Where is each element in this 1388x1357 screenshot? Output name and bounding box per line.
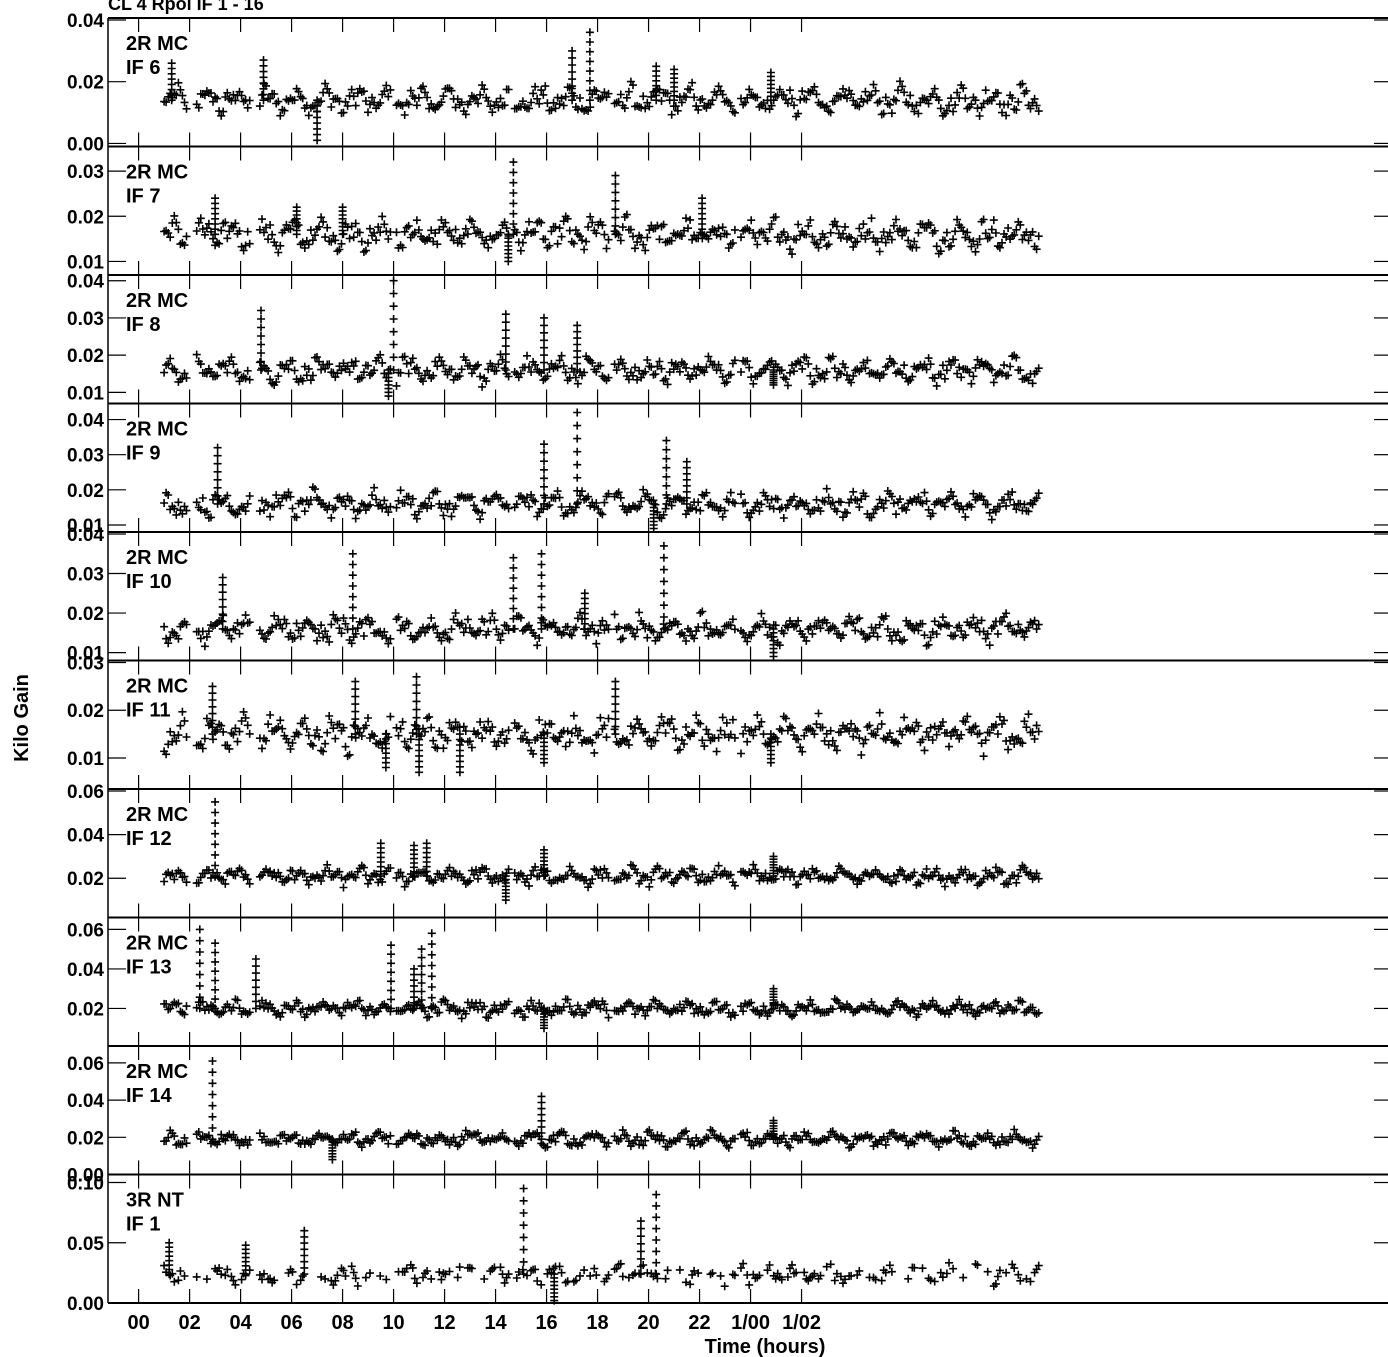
y-tick-label: 0.02 [67, 346, 104, 367]
data-markers [160, 1184, 1043, 1305]
y-tick-label: 0.02 [67, 701, 104, 722]
x-tick-label: 18 [586, 1312, 608, 1334]
panel-label-if: IF 8 [126, 314, 160, 336]
y-axis-label: Kilo Gain [11, 674, 33, 762]
data-markers [160, 541, 1043, 661]
y-tick-label: 0.03 [67, 309, 104, 330]
panel-label-if: IF 13 [126, 957, 172, 979]
panel-label-if: IF 6 [126, 57, 160, 79]
panel-label-station: 2R MC [126, 676, 188, 698]
chart-title: CL 4 Rpol IF 1 - 16 [108, 0, 264, 14]
y-tick-label: 0.02 [67, 73, 104, 94]
y-tick-label: 0.06 [67, 1054, 104, 1075]
data-markers [160, 158, 1043, 266]
x-tick-label: 22 [688, 1312, 710, 1334]
data-markers [160, 1057, 1043, 1164]
y-tick-label: 0.03 [67, 446, 104, 467]
y-tick-label: 0.01 [67, 252, 104, 273]
x-tick-label: 1/02 [782, 1312, 821, 1334]
y-tick-label: 0.00 [67, 1166, 104, 1187]
panel-label-if: IF 14 [126, 1085, 172, 1107]
data-markers [160, 408, 1043, 533]
panel-label-station: 2R MC [126, 547, 188, 569]
x-tick-label: 14 [484, 1312, 507, 1334]
x-tick-label: 00 [127, 1312, 149, 1334]
y-tick-label: 0.04 [67, 1091, 104, 1112]
panel-label-if: IF 11 [126, 700, 170, 722]
panel-label-station: 2R MC [126, 804, 188, 826]
data-markers [160, 276, 1043, 401]
panel-label-station: 2R MC [126, 162, 188, 184]
y-tick-label: 0.10 [67, 1174, 104, 1195]
y-tick-label: 0.06 [67, 782, 104, 803]
y-tick-label: 0.00 [67, 134, 104, 155]
panel-label-station: 2R MC [126, 33, 188, 55]
x-tick-label: 16 [535, 1312, 557, 1334]
y-tick-label: 0.04 [67, 960, 104, 981]
x-tick-label: 02 [178, 1312, 200, 1334]
y-tick-label: 0.02 [67, 869, 104, 890]
y-tick-label: 0.04 [67, 11, 104, 32]
y-tick-label: 0.02 [67, 604, 104, 625]
data-markers [160, 672, 1043, 777]
panel-label-if: IF 12 [126, 828, 172, 850]
data-markers [160, 925, 1043, 1033]
y-tick-label: 0.05 [67, 1234, 104, 1255]
panel-label-if: IF 1 [126, 1214, 160, 1236]
x-tick-label: 20 [637, 1312, 659, 1334]
x-tick-label: 1/00 [731, 1312, 770, 1334]
y-tick-label: 0.02 [67, 207, 104, 228]
panel-label-if: IF 7 [126, 186, 160, 208]
y-tick-label: 0.06 [67, 920, 104, 941]
y-tick-label: 0.04 [67, 826, 104, 847]
y-tick-label: 0.04 [67, 411, 104, 432]
y-tick-label: 0.03 [67, 654, 104, 675]
panel-label-station: 2R MC [126, 1061, 188, 1083]
y-tick-label: 0.01 [67, 516, 104, 537]
panel-label-station: 2R MC [126, 933, 188, 955]
data-markers [160, 28, 1043, 145]
y-tick-label: 0.03 [67, 162, 104, 183]
y-tick-label: 0.02 [67, 481, 104, 502]
y-tick-label: 0.03 [67, 565, 104, 586]
panel-label-station: 2R MC [126, 290, 188, 312]
x-tick-label: 10 [382, 1312, 404, 1334]
x-tick-label: 06 [280, 1312, 302, 1334]
x-tick-label: 12 [433, 1312, 455, 1334]
y-tick-label: 0.04 [67, 272, 104, 293]
x-tick-label: 04 [229, 1312, 252, 1334]
panel-label-if: IF 9 [126, 443, 160, 465]
panel-label-station: 2R MC [126, 419, 188, 441]
y-tick-label: 0.02 [67, 999, 104, 1020]
y-tick-label: 0.02 [67, 1128, 104, 1149]
x-axis-label: Time (hours) [705, 1336, 826, 1357]
y-tick-label: 0.01 [67, 383, 104, 404]
x-tick-label: 08 [331, 1312, 353, 1334]
panel-label-station: 3R NT [126, 1190, 184, 1212]
y-tick-label: 0.01 [67, 749, 104, 770]
y-tick-label: 0.00 [67, 1294, 104, 1315]
panel-label-if: IF 10 [126, 571, 172, 593]
x-axis: 00 02 04 06 08 10 12 14 16 18 20 22 1/00 1/02 [108, 1302, 1388, 1334]
y-tick-label: 0.04 [67, 525, 104, 546]
y-tick-label: 0.01 [67, 644, 104, 665]
data-markers [160, 797, 1043, 905]
